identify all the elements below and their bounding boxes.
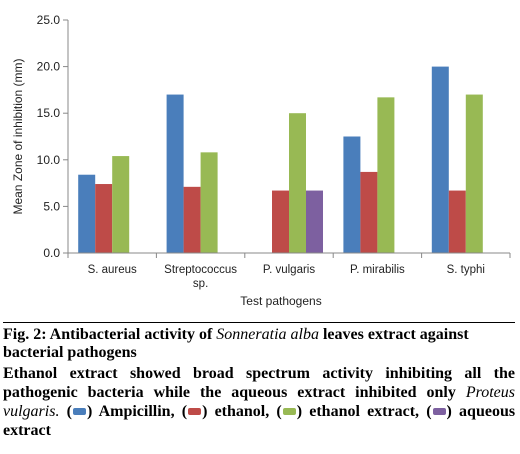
bar-ampicillin-s-aureus <box>78 174 96 253</box>
legend-swatch-ethanol-extract <box>282 408 296 415</box>
x-tick-label-streptococcus-sp: Streptococcus sp. <box>164 264 237 290</box>
legend-label-ethanol: ethanol, <box>214 403 270 420</box>
caption-title-species: Sonneratia alba <box>216 326 319 343</box>
caption-body-text: Ethanol extract showed broad spectrum ac… <box>3 365 515 401</box>
bar-ethanol-extract-streptococcus-sp <box>200 152 218 253</box>
bar-ethanol-extract-p-vulgaris <box>289 113 306 253</box>
x-tick-label-line: sp. <box>193 278 208 290</box>
bar-ethanol-s-typhi <box>448 190 466 253</box>
x-tick-label-line: S. aureus <box>88 264 137 276</box>
caption-title-line2: bacterial pathogens <box>3 344 137 361</box>
x-tick-label-p-mirabilis: P. mirabilis <box>350 264 405 276</box>
y-tick-label: 10.0 <box>37 153 61 167</box>
bar-ethanol-s-aureus <box>95 184 113 253</box>
bar-chart: 0.0 5.0 10.0 15.0 20.0 25.0 S. aureus Streptoc… <box>11 13 511 308</box>
chart-canvas: 0.0 5.0 10.0 15.0 20.0 25.0 S. aureus Streptoc… <box>11 13 511 308</box>
bar-ampicillin-streptococcus-sp <box>166 94 184 253</box>
legend-swatch-aqueous-extract <box>432 408 446 415</box>
bar-ethanol-streptococcus-sp <box>183 186 201 253</box>
caption-title: Fig. 2: Antibacterial activity of Sonner… <box>3 326 515 344</box>
y-tick-label: 0.0 <box>43 246 60 260</box>
x-tick-label-s-typhi: S. typhi <box>447 264 485 276</box>
legend-swatch-ethanol <box>188 408 202 415</box>
x-tick-label-line: P. vulgaris <box>263 264 315 276</box>
y-tick-label: 20.0 <box>37 60 61 74</box>
bar-ethanol-extract-p-mirabilis <box>377 97 395 253</box>
x-tick-label-line: S. typhi <box>447 264 485 276</box>
caption-rule <box>3 322 515 323</box>
bar-ethanol-p-vulgaris <box>272 190 289 253</box>
caption-body-species: Proteus vulgaris. <box>3 384 516 420</box>
x-axis-ticks: S. aureus Streptococcus sp. P. vulgaris P. m… <box>67 253 511 290</box>
caption-body: Ethanol extract showed broad spectrum ac… <box>3 365 516 439</box>
legend-label-aqueous-extract: aqueous extract <box>3 403 516 439</box>
y-tick-label: 25.0 <box>37 13 61 27</box>
y-tick-label: 15.0 <box>37 106 61 120</box>
caption-title-before: Antibacterial activity of <box>49 326 213 343</box>
x-tick-label-s-aureus: S. aureus <box>88 264 137 276</box>
legend-swatch-ampicillin <box>72 408 86 415</box>
y-axis-ticks: 0.0 5.0 10.0 15.0 20.0 25.0 <box>37 13 68 260</box>
y-axis-title: Mean Zone of inhibition (mm) <box>11 58 25 214</box>
x-tick-label-line: P. mirabilis <box>350 264 405 276</box>
x-tick-label-p-vulgaris: P. vulgaris <box>263 264 315 276</box>
x-axis-title: Test pathogens <box>240 294 321 308</box>
bar-ethanol-extract-s-typhi <box>465 94 483 253</box>
bar-marks <box>78 66 483 253</box>
bar-ethanol-p-mirabilis <box>360 171 378 253</box>
x-tick-label-line: Streptococcus <box>164 264 237 276</box>
legend-label-ampicillin: Ampicillin, <box>98 403 175 420</box>
bar-aqueous-extract-p-vulgaris <box>306 190 323 253</box>
y-tick-label: 5.0 <box>43 199 60 213</box>
caption-title-after: leaves extract against <box>322 326 469 343</box>
figure-caption: Fig. 2: Antibacterial activity of Sonner… <box>3 322 515 440</box>
legend-label-ethanol-extract: ethanol extract, <box>309 403 420 420</box>
bar-ampicillin-p-mirabilis <box>343 136 361 253</box>
figure-label: Fig. 2: <box>3 326 47 343</box>
bar-ethanol-extract-s-aureus <box>112 156 130 253</box>
bar-ampicillin-s-typhi <box>431 66 449 253</box>
